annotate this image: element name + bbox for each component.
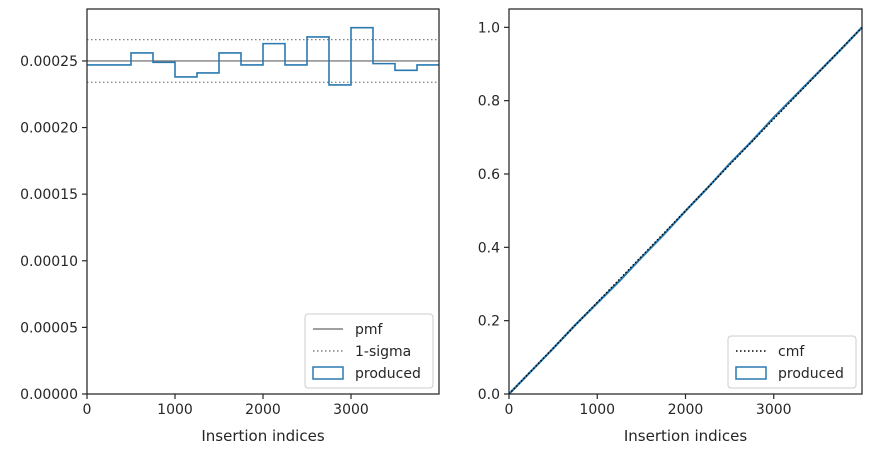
pmf-chart-legend-label-sigma: 1-sigma <box>355 344 411 360</box>
cmf-chart-legend-swatch-produced <box>735 366 767 380</box>
pmf-chart-axes: 0 1000 2000 3000 0.00000 0.00005 0.00010 0.0001… <box>20 8 440 418</box>
cmf-chart-y-tick-label: 0.4 <box>478 240 500 256</box>
pmf-chart-y-tick-label: 0.00005 <box>20 320 78 336</box>
cmf-line <box>508 26 863 395</box>
cmf-chart-legend-label-produced: produced <box>778 366 844 382</box>
pmf-chart-legend-swatch-produced <box>312 366 344 380</box>
pmf-chart-y-tick-label: 0.00020 <box>20 121 78 137</box>
pmf-chart-y-tick-label: 0.00000 <box>20 387 78 403</box>
pmf-chart-x-tick-label: 1000 <box>157 402 193 418</box>
pmf-chart-legend-frame <box>304 313 434 389</box>
cmf-chart-x-tick-label: 1000 <box>579 402 615 418</box>
pmf-chart: 0 1000 2000 3000 0.00000 0.00005 0.00010 0.0001… <box>20 8 440 445</box>
pmf-chart-x-tick-label: 3000 <box>333 402 369 418</box>
pmf-chart-x-tick-label: 2000 <box>245 402 281 418</box>
cmf-chart: 0 1000 2000 3000 0.0 0.2 0.4 0.6 0.8 1.0 Insertio… <box>478 8 863 445</box>
cmf-chart-x-tick-label: 3000 <box>756 402 792 418</box>
pmf-chart-data-layer <box>87 26 439 86</box>
cmf-chart-y-tick-label: 0.2 <box>478 314 500 330</box>
pmf-chart-legend: pmf 1-sigma produced <box>304 313 434 389</box>
pmf-chart-x-axis-label: Insertion indices <box>201 427 324 445</box>
cmf-chart-y-tick-label: 0.8 <box>478 94 500 110</box>
pmf-chart-x-tick-label: 0 <box>83 402 92 418</box>
cmf-chart-x-axis-label: Insertion indices <box>624 427 747 445</box>
pmf-chart-y-tick-label: 0.00025 <box>20 54 78 70</box>
cmf-chart-legend-label-cmf: cmf <box>778 344 805 360</box>
pmf-chart-legend-label-produced: produced <box>355 366 421 382</box>
pmf-chart-legend-label-pmf: pmf <box>355 322 384 338</box>
pmf-chart-y-tick-label: 0.00015 <box>20 187 78 203</box>
cmf-chart-y-tick-label: 0.0 <box>478 387 500 403</box>
cmf-chart-y-tick-label: 1.0 <box>478 20 500 36</box>
pmf-chart-y-tick-label: 0.00010 <box>20 254 78 270</box>
produced-step-histogram <box>87 26 439 86</box>
cmf-chart-axes: 0 1000 2000 3000 0.0 0.2 0.4 0.6 0.8 1.0 <box>478 8 863 418</box>
cmf-chart-x-tick-label: 0 <box>505 402 514 418</box>
cmf-chart-x-tick-label: 2000 <box>668 402 704 418</box>
cmf-chart-y-tick-label: 0.6 <box>478 167 500 183</box>
cmf-chart-legend-frame <box>727 335 857 389</box>
cmf-chart-legend: cmf produced <box>727 335 857 389</box>
